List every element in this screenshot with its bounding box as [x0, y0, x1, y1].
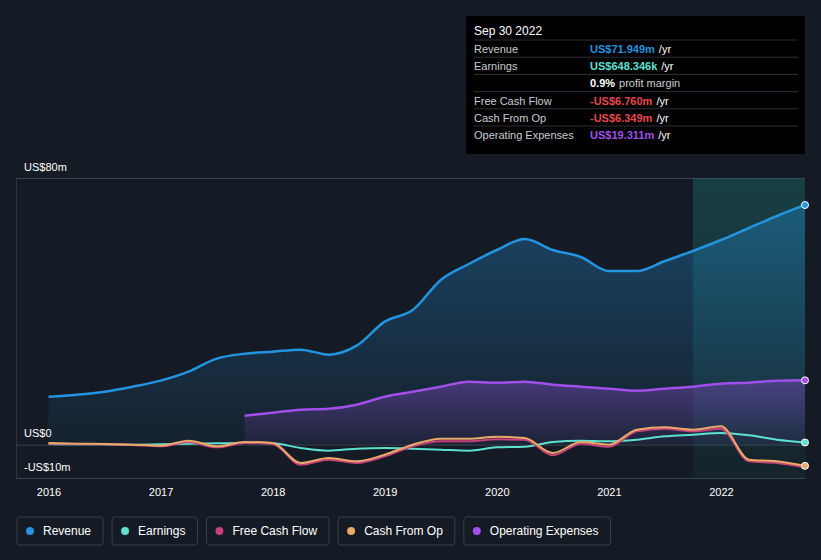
tooltip-separator	[474, 91, 798, 92]
tooltip-unit: /yr	[658, 129, 671, 141]
tooltip-box	[466, 16, 805, 154]
legend: Revenue Earnings Free Cash Flow Cash From O…	[17, 517, 611, 545]
tooltip-unit: /yr	[661, 60, 674, 72]
tooltip-note: 0.9% profit margin	[590, 77, 680, 89]
tooltip-value: US$19.311m	[590, 129, 654, 141]
x-tick-label: 2021	[597, 486, 621, 498]
grid-line	[16, 478, 805, 479]
legend-box[interactable]	[206, 517, 329, 545]
tooltip-value: -US$6.760m	[590, 95, 653, 107]
legend-box[interactable]	[112, 517, 197, 545]
tooltip-value-line: US$19.311m/yr	[590, 129, 671, 141]
end-marker	[802, 462, 809, 469]
tooltip-label: Earnings	[474, 60, 518, 72]
y-tick-label: -US$10m	[24, 461, 70, 473]
tooltip-label: Operating Expenses	[474, 129, 574, 141]
series-line	[49, 429, 805, 468]
tooltip-label: profit margin	[619, 77, 680, 89]
end-marker	[802, 202, 809, 209]
legend-item[interactable]: Operating Expenses	[464, 517, 611, 545]
x-tick-label: 2017	[149, 486, 173, 498]
legend-swatch	[473, 527, 481, 535]
legend-swatch	[26, 527, 34, 535]
tooltip: Sep 30 2022 Revenue US$71.949m/yr Earnings U…	[466, 16, 805, 154]
x-tick: 2021	[597, 478, 621, 498]
tooltip-separator	[474, 108, 798, 109]
legend-swatch	[215, 527, 223, 535]
legend-swatch	[347, 527, 355, 535]
x-tick: 2020	[485, 478, 509, 498]
end-marker	[802, 377, 809, 384]
legend-box[interactable]	[338, 517, 455, 545]
tooltip-separator	[474, 40, 798, 41]
tooltip-value-line: -US$6.349m/yr	[590, 112, 669, 124]
legend-item[interactable]: Earnings	[112, 517, 197, 545]
x-tick: 2019	[373, 478, 397, 498]
tooltip-label: Revenue	[474, 43, 518, 55]
tooltip-unit: /yr	[656, 112, 669, 124]
y-axis: -US$10m US$0 US$80m	[16, 161, 805, 479]
y-axis-line	[16, 179, 17, 479]
tooltip-value: US$648.346k	[590, 60, 658, 72]
series-area	[245, 380, 805, 444]
x-tick: 2017	[149, 478, 173, 498]
tooltip-value-line: US$71.949m/yr	[590, 43, 671, 55]
tooltip-value: 0.9%	[590, 77, 615, 89]
y-tick: US$80m	[16, 161, 805, 179]
x-axis: 2016 2017 2018 2019 2020 2021 2022	[17, 478, 806, 498]
tooltip-label: Cash From Op	[474, 112, 546, 124]
series-area	[49, 205, 805, 445]
tooltip-separator	[474, 57, 798, 58]
legend-label: Earnings	[138, 524, 185, 538]
legend-box[interactable]	[17, 517, 103, 545]
tooltip-value: US$71.949m	[590, 43, 655, 55]
y-tick-label: US$80m	[24, 161, 67, 173]
legend-item[interactable]: Cash From Op	[338, 517, 455, 545]
x-tick-label: 2019	[373, 486, 397, 498]
series-line	[49, 433, 805, 451]
series-line	[49, 205, 805, 397]
legend-label: Operating Expenses	[490, 524, 599, 538]
tooltip-unit: /yr	[659, 43, 672, 55]
x-tick-label: 2018	[261, 486, 285, 498]
tooltip-label: Free Cash Flow	[474, 95, 552, 107]
x-tick: 2016	[37, 478, 61, 498]
end-marker	[802, 439, 809, 446]
tooltip-unit: /yr	[656, 95, 669, 107]
x-tick-label: 2022	[709, 486, 733, 498]
legend-item[interactable]: Revenue	[17, 517, 103, 545]
legend-item[interactable]: Free Cash Flow	[206, 517, 329, 545]
legend-label: Cash From Op	[364, 524, 443, 538]
x-tick-label: 2016	[37, 486, 61, 498]
legend-label: Revenue	[43, 524, 91, 538]
tooltip-separator	[474, 74, 798, 75]
background	[0, 0, 821, 560]
x-tick: 2018	[261, 478, 285, 498]
legend-swatch	[121, 527, 129, 535]
tooltip-value: -US$6.349m	[590, 112, 653, 124]
x-tick-label: 2020	[485, 486, 509, 498]
tooltip-separator	[474, 126, 798, 127]
legend-label: Free Cash Flow	[232, 524, 317, 538]
tooltip-value-line: US$648.346k/yr	[590, 60, 674, 72]
x-tick: 2022	[709, 478, 733, 498]
tooltip-value-line: -US$6.760m/yr	[590, 95, 669, 107]
x-axis-line	[17, 478, 806, 479]
end-markers	[802, 202, 809, 470]
legend-box[interactable]	[464, 517, 611, 545]
series-line	[49, 426, 805, 466]
series-line	[245, 380, 805, 415]
y-tick-label: US$0	[24, 427, 52, 439]
plot-area	[49, 178, 805, 478]
grid-line	[16, 178, 805, 179]
tooltip-date: Sep 30 2022	[474, 24, 542, 38]
chart: -US$10m US$0 US$80m 2016 2017 2018 2019 2020 202…	[0, 0, 821, 560]
y-tick: -US$10m	[16, 461, 805, 479]
